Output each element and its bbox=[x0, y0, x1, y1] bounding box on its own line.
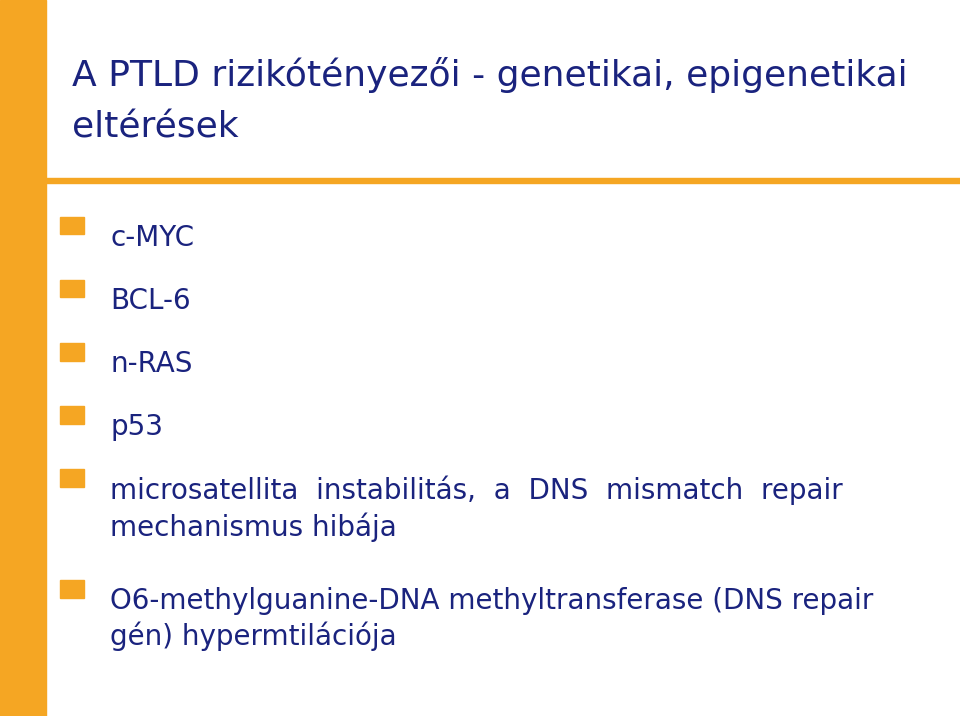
Bar bbox=[0, 178, 960, 183]
Text: BCL-6: BCL-6 bbox=[110, 286, 191, 315]
Text: eltérések: eltérések bbox=[72, 111, 239, 145]
Text: c-MYC: c-MYC bbox=[110, 223, 195, 252]
Text: O6-methylguanine-DNA methyltransferase (DNS repair
gén) hypermtilációja: O6-methylguanine-DNA methyltransferase (… bbox=[110, 586, 874, 652]
Bar bbox=[60, 279, 84, 297]
Text: p53: p53 bbox=[110, 412, 163, 441]
Text: n-RAS: n-RAS bbox=[110, 349, 193, 378]
Bar bbox=[60, 216, 84, 234]
Bar bbox=[60, 468, 84, 486]
Text: A PTLD rizikótényezői - genetikai, epigenetikai: A PTLD rizikótényezői - genetikai, epige… bbox=[72, 57, 907, 93]
Bar bbox=[60, 405, 84, 423]
Bar bbox=[0, 0, 46, 716]
Bar bbox=[60, 342, 84, 360]
Bar bbox=[60, 579, 84, 597]
Text: microsatellita  instabilitás,  a  DNS  mismatch  repair
mechanismus hibája: microsatellita instabilitás, a DNS misma… bbox=[110, 475, 843, 542]
